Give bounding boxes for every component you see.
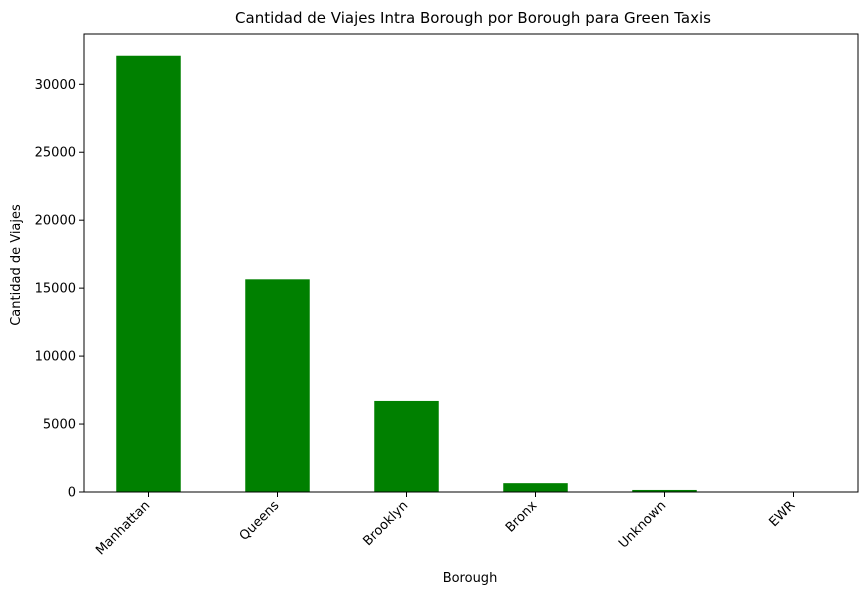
x-tick-label: EWR xyxy=(766,498,798,530)
axes-frame xyxy=(83,33,859,493)
x-tick-label: Manhattan xyxy=(93,498,153,558)
y-tick-label: 10000 xyxy=(35,350,76,365)
y-tick-label: 25000 xyxy=(35,146,76,161)
x-tick-label: Brooklyn xyxy=(360,498,411,549)
y-tick-label: 30000 xyxy=(35,78,76,93)
x-tick-label: Queens xyxy=(237,498,283,544)
bar-unknown xyxy=(632,489,697,492)
bar-bronx xyxy=(503,483,568,492)
y-tick-label: 20000 xyxy=(35,214,76,229)
y-axis-label: Cantidad de Viajes xyxy=(9,204,24,326)
y-tick-label: 0 xyxy=(68,486,76,501)
x-tick-label: Bronx xyxy=(503,498,541,536)
y-tick-label: 5000 xyxy=(43,418,76,433)
bar-manhattan xyxy=(116,55,181,492)
bar-queens xyxy=(245,279,310,492)
plot-area: 0 5000 10000 15000 20000 25000 30000 Manhattan Q… xyxy=(35,33,859,558)
chart-title: Cantidad de Viajes Intra Borough por Bor… xyxy=(235,9,711,27)
x-axis-label: Borough xyxy=(443,571,498,586)
bar-brooklyn xyxy=(374,400,439,492)
y-tick-label: 15000 xyxy=(35,282,76,297)
x-tick-label: Unknown xyxy=(616,498,669,551)
